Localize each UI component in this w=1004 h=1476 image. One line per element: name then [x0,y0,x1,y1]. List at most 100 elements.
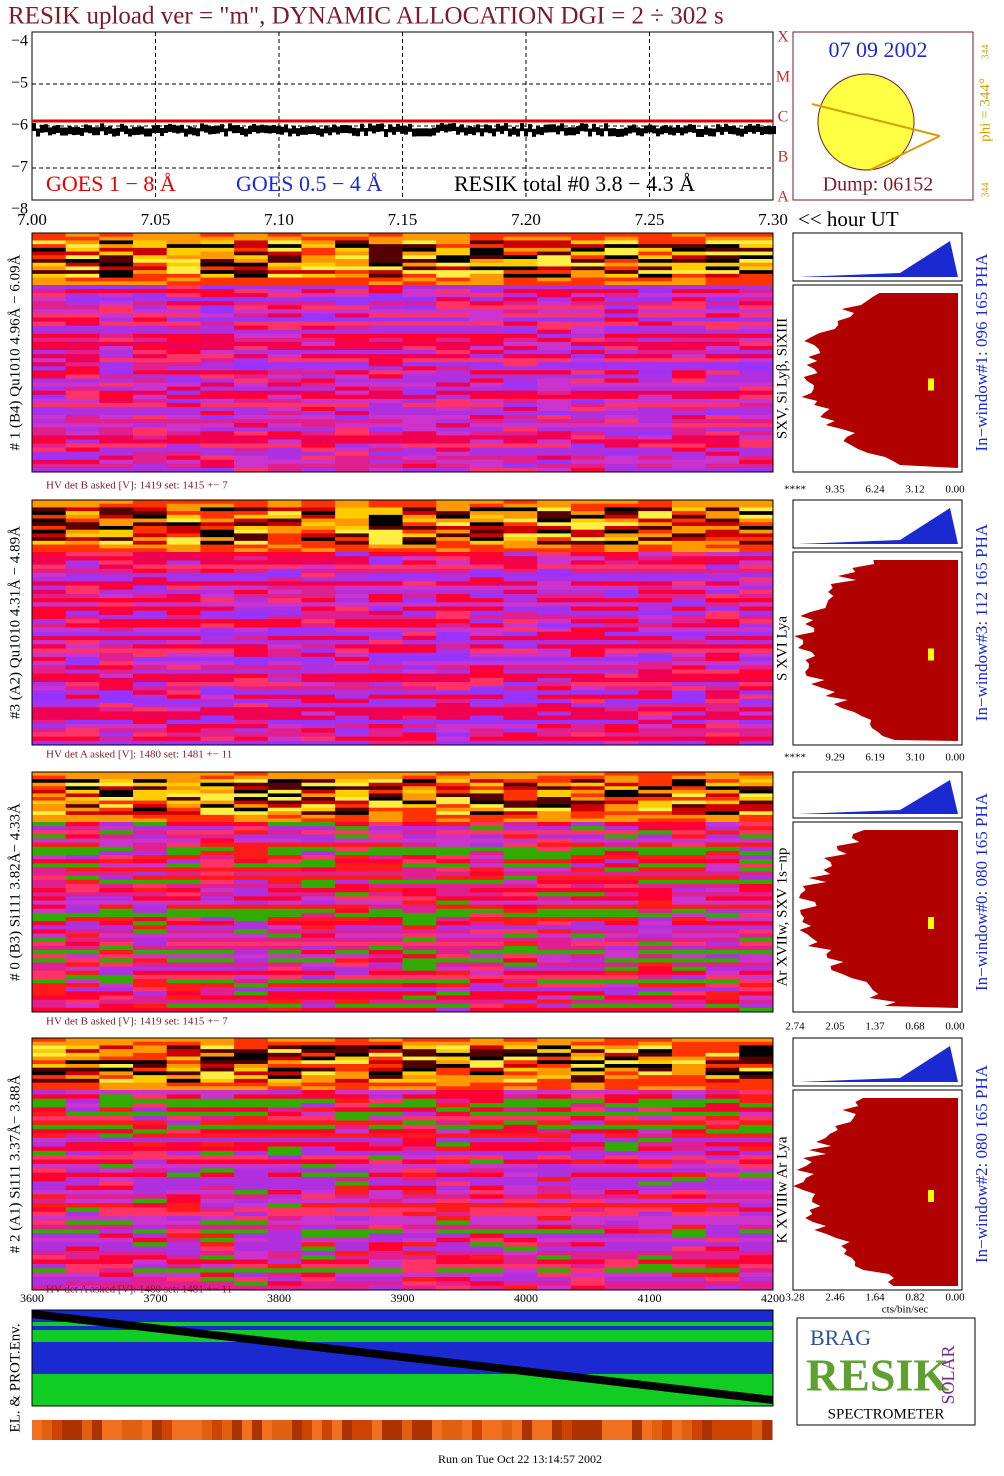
resik-trace [92,127,96,136]
heatmap-cell [200,593,235,599]
heatmap-cell [604,656,639,662]
resik-trace [436,124,440,133]
heatmap-cell [133,883,168,889]
heatmap-cell [267,1155,302,1161]
heatmap-cell [200,540,235,546]
heatmap-cell [469,908,505,914]
heatmap-cell [739,1116,774,1121]
heatmap-cell [638,846,673,852]
heatmap-cell [200,1090,235,1095]
heatmap-cell [537,423,572,428]
heatmap-cell [200,711,235,717]
heatmap-cell [32,386,67,392]
heatmap-cell [65,459,100,465]
heatmap-cell [739,1090,774,1095]
heatmap-cell [335,451,370,457]
heatmap-cell [200,814,235,819]
heatmap-cell [133,921,168,926]
heatmap-cell [537,419,572,424]
heatmap-cell [368,779,403,784]
heatmap-cell [32,690,67,696]
heatmap-cell [234,443,269,449]
heatmap-cell [537,378,572,384]
heatmap-cell [671,270,707,275]
heatmap-cell [166,925,201,930]
heatmap-cell [200,800,235,805]
heatmap-cell [65,1049,100,1054]
heatmap-cell [133,970,168,976]
spectrum-shape [794,560,958,741]
heatmap-cell [436,925,471,930]
heatmap-cell [65,378,100,384]
heatmap-cell [503,548,538,553]
heatmap-cell [200,782,235,787]
heatmap-cell [469,1090,505,1095]
heatmap-cell [503,511,538,516]
heatmap-cell [705,1120,740,1126]
heatmap-cell [99,883,134,889]
heatmap-cell [234,500,269,505]
heatmap-cell [705,598,740,603]
heatmap-cell [166,522,201,527]
heatmap-cell [133,463,168,469]
heatmap-cell [570,1075,606,1080]
heatmap-cell [335,1003,370,1009]
heatmap-cell [570,640,606,645]
heatmap-cell [200,511,235,516]
heatmap-cell [503,892,538,897]
heatmap-cell [32,983,67,988]
heatmap-cell [503,415,538,420]
heatmap-cell [638,822,673,827]
heatmap-cell [638,1041,673,1046]
heatmap-cell [133,262,168,267]
heatmap-cell [705,293,740,298]
heatmap-cell [234,522,269,527]
heatmap-cell [368,398,403,404]
heatmap-cell [267,627,302,633]
heatmap-cell [503,800,538,805]
resik-trace [588,128,592,137]
heatmap-cell [301,1146,336,1152]
heatmap-cell [267,1041,302,1046]
resik-trace [456,126,460,135]
resik-trace [432,127,436,136]
heatmap-cell [469,301,505,306]
heatmap-cell [166,236,201,241]
resik-trace [232,125,236,134]
heatmap-cell [436,859,471,864]
heatmap-cell [166,602,201,608]
heatmap-cell [436,917,471,922]
heatmap-cell [32,1124,67,1130]
heatmap-cell [671,394,707,400]
heatmap-cell [705,411,740,416]
heatmap-cell [200,652,235,658]
resik-trace [360,123,364,132]
heatmap-cell [234,925,269,930]
heatmap-cell [133,740,168,746]
heatmap-cell [638,804,673,809]
heatmap-cell [671,1098,707,1104]
heatmap-cell [705,703,740,708]
heatmap-cell [99,719,134,725]
resik-trace [328,127,332,136]
heatmap-cell [32,724,67,729]
heatmap-cell [32,273,67,279]
heatmap-cell [705,514,740,520]
heatmap-cell [301,313,336,319]
heatmap-cell [638,1150,673,1156]
heatmap-cell [436,883,471,889]
heatmap-cell [638,719,673,725]
heatmap-cell [604,673,639,679]
heatmap-cell [133,818,168,823]
heatmap-cell [570,552,606,557]
heatmap-cell [234,991,269,996]
heatmap-cell [436,386,471,392]
heatmap-cell [32,459,67,465]
heatmap-cell [469,814,505,819]
heatmap-cell [570,427,606,432]
heatmap-cell [301,415,336,420]
heatmap-cell [335,1150,370,1156]
heatmap-cell [368,950,403,955]
heatmap-cell [638,640,673,645]
heatmap-cell [402,439,437,445]
